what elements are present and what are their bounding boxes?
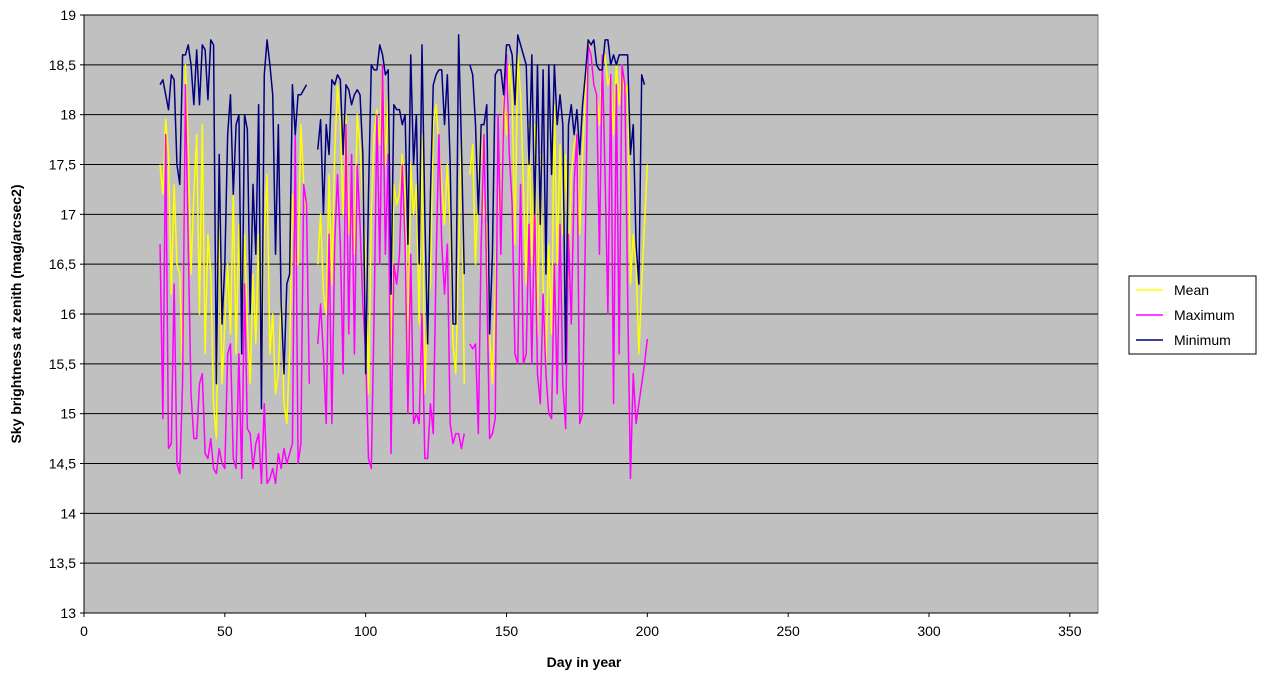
x-tick-label: 350 bbox=[1058, 623, 1082, 639]
series-line-maximum bbox=[159, 44, 649, 485]
legend-label-mean: Mean bbox=[1174, 282, 1209, 298]
y-tick-labels: 13 13,5 14 14,5 15 15,5 16 16,5 17 17,5 18 18,5 19 bbox=[49, 7, 76, 621]
series-layer bbox=[159, 34, 649, 485]
y-tick-label: 18 bbox=[60, 107, 76, 123]
gridlines bbox=[84, 14, 1098, 564]
y-tick-label: 14,5 bbox=[49, 456, 76, 472]
x-tick-label: 150 bbox=[495, 623, 519, 639]
y-tick-label: 18,5 bbox=[49, 57, 76, 73]
legend-label-maximum: Maximum bbox=[1174, 307, 1235, 323]
series-line-minimum bbox=[159, 34, 646, 410]
x-tick-label: 250 bbox=[776, 623, 800, 639]
legend-label-minimum: Minimum bbox=[1174, 332, 1231, 348]
y-tick-label: 16,5 bbox=[49, 256, 76, 272]
y-tick-label: 19 bbox=[60, 7, 76, 23]
x-tick-label: 100 bbox=[354, 623, 378, 639]
y-tick-label: 13 bbox=[60, 605, 76, 621]
x-tick-labels: 0 50 100 150 200 250 300 350 bbox=[80, 623, 1082, 639]
y-tick-label: 16 bbox=[60, 306, 76, 322]
y-tick-label: 15 bbox=[60, 406, 76, 422]
x-tick-label: 300 bbox=[917, 623, 941, 639]
x-tick-label: 200 bbox=[636, 623, 660, 639]
x-tick-label: 0 bbox=[80, 623, 88, 639]
y-tick-label: 13,5 bbox=[49, 555, 76, 571]
y-axis-title: Sky brightness at zenith (mag/arcsec2) bbox=[8, 184, 24, 443]
y-tick-label: 15,5 bbox=[49, 356, 76, 372]
axes-layer bbox=[80, 14, 1098, 617]
y-tick-label: 14 bbox=[60, 505, 76, 521]
y-tick-label: 17,5 bbox=[49, 157, 76, 173]
x-axis-title: Day in year bbox=[547, 654, 622, 670]
legend: Mean Maximum Minimum bbox=[1128, 275, 1257, 355]
x-tick-label: 50 bbox=[217, 623, 233, 639]
y-tick-label: 17 bbox=[60, 206, 76, 222]
